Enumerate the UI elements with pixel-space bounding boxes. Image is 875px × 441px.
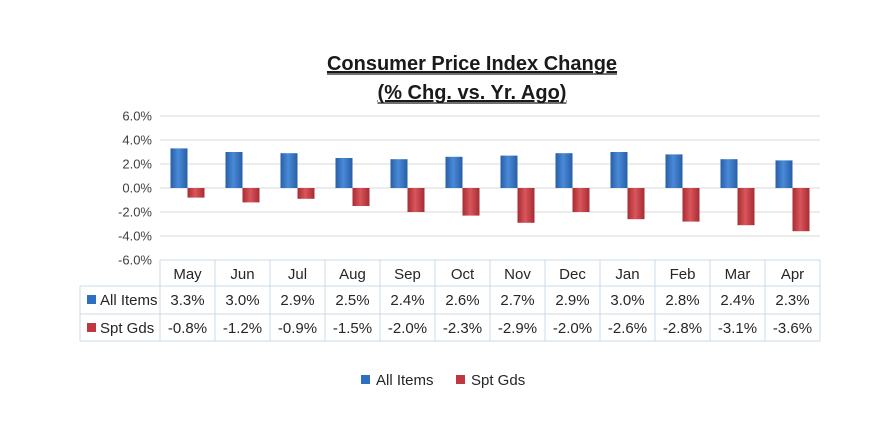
category-label: Jun (230, 266, 254, 283)
y-tick-label: 2.0% (122, 157, 152, 172)
bar-spt-gds (792, 188, 810, 232)
data-label: -2.3% (443, 320, 482, 337)
bar-spt-gds (737, 188, 755, 226)
bars (170, 148, 810, 232)
bar-spt-gds (297, 188, 315, 199)
legend-swatch-all-items (361, 375, 370, 384)
data-label: -0.9% (278, 320, 317, 337)
bar-all-items (170, 148, 188, 188)
data-label: 2.4% (390, 292, 424, 309)
category-label: Dec (559, 266, 586, 283)
chart-title: Consumer Price Index Change (327, 53, 617, 75)
bar-all-items (335, 158, 353, 188)
bar-spt-gds (352, 188, 370, 206)
data-label: 2.9% (555, 292, 589, 309)
data-label: 2.8% (665, 292, 699, 309)
y-tick-label: -6.0% (118, 253, 152, 268)
data-label: -2.6% (608, 320, 647, 337)
category-label: Aug (339, 266, 366, 283)
data-label: -2.8% (663, 320, 702, 337)
data-label: -3.6% (773, 320, 812, 337)
bar-spt-gds (407, 188, 425, 212)
chart-subtitle: (% Chg. vs. Yr. Ago) (378, 82, 567, 104)
data-label: 2.6% (445, 292, 479, 309)
category-label: Nov (504, 266, 531, 283)
data-label: 2.5% (335, 292, 369, 309)
data-label: -1.5% (333, 320, 372, 337)
table-key-all-items (87, 295, 96, 304)
category-label: Mar (725, 266, 751, 283)
category-label: Jan (615, 266, 639, 283)
bar-spt-gds (187, 188, 205, 198)
bar-spt-gds (242, 188, 260, 203)
data-label: 2.3% (775, 292, 809, 309)
data-label: -0.8% (168, 320, 207, 337)
bar-spt-gds (572, 188, 590, 212)
category-label: Apr (781, 266, 804, 283)
bar-all-items (555, 153, 573, 188)
data-label: 2.7% (500, 292, 534, 309)
bar-all-items (445, 156, 463, 188)
bar-all-items (775, 160, 793, 188)
y-tick-label: -4.0% (118, 229, 152, 244)
legend: All Items Spt Gds (361, 372, 525, 389)
y-tick-label: 0.0% (122, 181, 152, 196)
bar-spt-gds (682, 188, 700, 222)
category-label: Sep (394, 266, 421, 283)
y-tick-label: -2.0% (118, 205, 152, 220)
bar-all-items (610, 152, 628, 188)
category-label: Oct (451, 266, 475, 283)
data-label: 3.0% (225, 292, 259, 309)
data-label: -2.9% (498, 320, 537, 337)
data-table: May Jun Jul Aug Sep Oct Nov Dec Jan Feb Mar Apr All … (79, 259, 821, 342)
table-row-label: Spt Gds (100, 320, 154, 337)
bar-all-items (225, 152, 243, 188)
legend-swatch-spt-gds (456, 375, 465, 384)
table-key-spt-gds (87, 323, 96, 332)
category-label: Feb (670, 266, 696, 283)
y-tick-label: 6.0% (122, 109, 152, 124)
category-label: May (173, 266, 202, 283)
table-row-label: All Items (100, 292, 158, 309)
legend-label: All Items (376, 372, 434, 389)
data-label: 2.9% (280, 292, 314, 309)
category-label: Jul (288, 266, 307, 283)
data-label: 3.0% (610, 292, 644, 309)
bar-all-items (500, 155, 518, 188)
y-axis-ticks: 6.0% 4.0% 2.0% 0.0% -2.0% -4.0% -6.0% (118, 109, 152, 268)
bar-all-items (720, 159, 738, 188)
bar-spt-gds (627, 188, 645, 220)
data-label: 3.3% (170, 292, 204, 309)
bar-all-items (280, 153, 298, 188)
bar-spt-gds (462, 188, 480, 216)
legend-label: Spt Gds (471, 372, 525, 389)
data-label: 2.4% (720, 292, 754, 309)
bar-spt-gds (517, 188, 535, 223)
data-label: -3.1% (718, 320, 757, 337)
bar-all-items (390, 159, 408, 188)
data-label: -2.0% (388, 320, 427, 337)
y-tick-label: 4.0% (122, 133, 152, 148)
data-label: -1.2% (223, 320, 262, 337)
data-label: -2.0% (553, 320, 592, 337)
bar-all-items (665, 154, 683, 188)
